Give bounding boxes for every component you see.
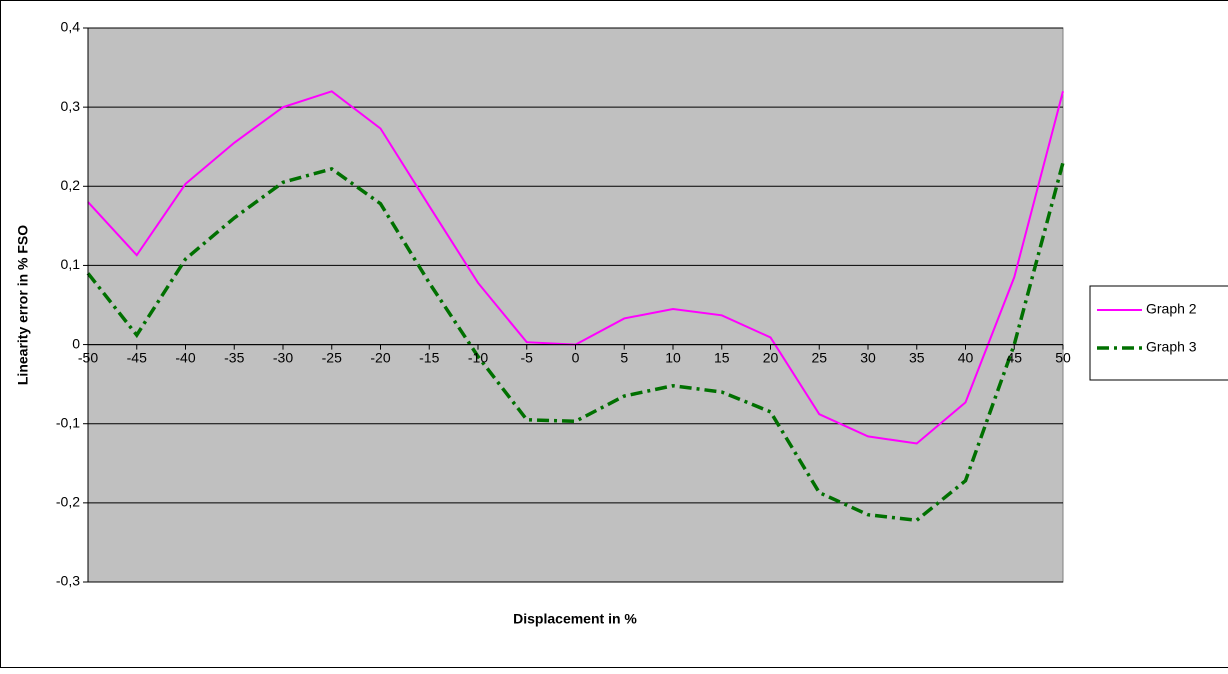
x-tick-label: 30 bbox=[860, 349, 876, 365]
x-tick-label: 50 bbox=[1055, 349, 1071, 365]
x-tick-label: -45 bbox=[127, 349, 147, 365]
x-tick-label: -25 bbox=[322, 349, 342, 365]
x-tick-label: -20 bbox=[370, 349, 390, 365]
y-axis-title: Linearity error in % FSO bbox=[15, 225, 31, 385]
x-tick-label: 10 bbox=[665, 349, 681, 365]
legend-label: Graph 2 bbox=[1146, 301, 1197, 317]
x-tick-label: -50 bbox=[78, 349, 98, 365]
y-tick-label: -0,3 bbox=[56, 573, 80, 589]
x-tick-label: -30 bbox=[273, 349, 293, 365]
x-tick-label: 35 bbox=[909, 349, 925, 365]
y-tick-label: 0,1 bbox=[61, 256, 81, 272]
x-tick-label: 25 bbox=[811, 349, 827, 365]
y-tick-label: 0,4 bbox=[61, 19, 81, 35]
x-axis-title: Displacement in % bbox=[513, 611, 637, 627]
x-tick-label: -15 bbox=[419, 349, 439, 365]
x-tick-label: 5 bbox=[620, 349, 628, 365]
x-tick-label: -35 bbox=[224, 349, 244, 365]
y-tick-label: 0,3 bbox=[61, 98, 81, 114]
x-tick-label: 15 bbox=[714, 349, 730, 365]
x-tick-label: -40 bbox=[175, 349, 195, 365]
y-tick-label: 0,2 bbox=[61, 177, 81, 193]
x-tick-label: -10 bbox=[468, 349, 488, 365]
x-tick-label: 40 bbox=[958, 349, 974, 365]
x-tick-label: 45 bbox=[1006, 349, 1022, 365]
plot-area bbox=[88, 28, 1063, 582]
y-tick-label: -0,1 bbox=[56, 414, 80, 430]
legend-label: Graph 3 bbox=[1146, 339, 1197, 355]
x-tick-label: -5 bbox=[521, 349, 534, 365]
x-tick-label: 0 bbox=[572, 349, 580, 365]
y-tick-label: -0,2 bbox=[56, 494, 80, 510]
x-tick-label: 20 bbox=[763, 349, 779, 365]
